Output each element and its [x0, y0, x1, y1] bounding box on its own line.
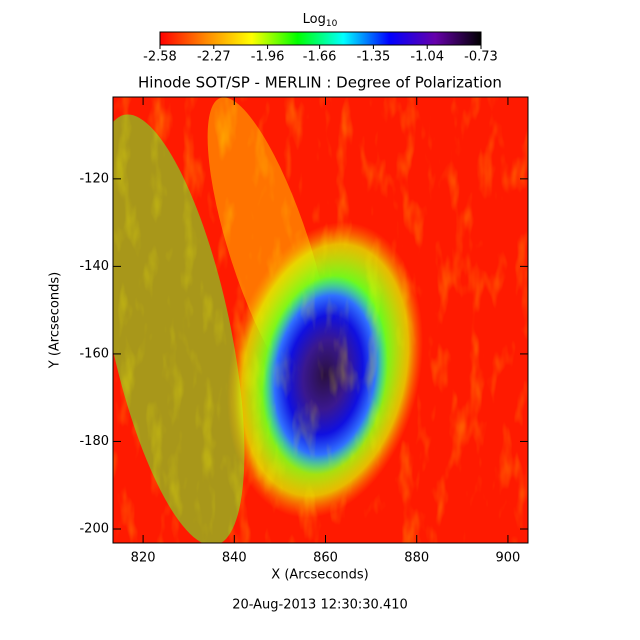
colorbar-tick-label: -2.27 [197, 50, 231, 65]
colorbar-tick-label: -1.04 [410, 50, 444, 65]
colorbar-tick-label: -1.66 [303, 50, 337, 65]
chart-title: Hinode SOT/SP - MERLIN : Degree of Polar… [138, 74, 502, 92]
y-tick-label: -140 [79, 259, 109, 274]
footer-date: 20-Aug-2013 12:30:30.410 [232, 598, 408, 613]
x-axis-label: X (Arcseconds) [271, 568, 368, 583]
colorbar-tick-label: -0.73 [464, 50, 498, 65]
colorbar-tick-label: -1.35 [357, 50, 391, 65]
y-tick-label: -160 [79, 346, 109, 361]
colorbar-label-subscript: 10 [326, 19, 338, 29]
colorbar-label-text: Log [303, 12, 326, 27]
image-texture [113, 97, 528, 543]
y-axis-label: Y (Arcseconds) [48, 272, 63, 369]
x-tick-label: 840 [222, 551, 247, 566]
colorbar-label: Log10 [303, 12, 338, 29]
y-tick-label: -200 [79, 521, 109, 536]
y-tick-label: -180 [79, 434, 109, 449]
x-tick-label: 900 [496, 551, 521, 566]
x-tick-label: 860 [313, 551, 338, 566]
plot-frame [112, 96, 529, 544]
y-tick-label: -120 [79, 171, 109, 186]
colorbar-tick-label: -2.58 [143, 50, 177, 65]
x-tick-label: 880 [404, 551, 429, 566]
colorbar [159, 31, 482, 46]
image-layer [113, 97, 528, 543]
colorbar-tick-label: -1.96 [251, 50, 285, 65]
x-tick-label: 820 [131, 551, 156, 566]
